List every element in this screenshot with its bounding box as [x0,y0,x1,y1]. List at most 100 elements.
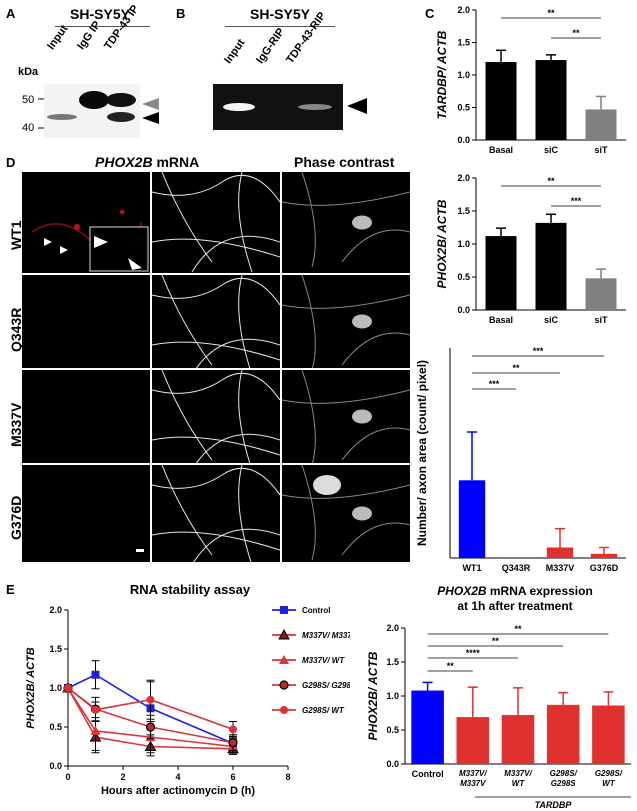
mrna-image-row-3 [22,370,150,463]
y-axis-label: PHOX2B/ ACTB [366,651,380,740]
western-blot-image [38,84,159,138]
phox2b-knockdown-bar-chart: 0.0 0.5 1.0 1.5 2.0 Basal siC siT PHOX2B/ ACTB **… [435,173,626,325]
significance-label: *** [571,196,582,206]
y-tick-label: 0.5 [386,725,399,735]
neurite-trace [196,433,280,463]
red-puncta [74,224,80,230]
legend-marker [280,706,288,714]
y-axis-label: PHOX2B/ ACTB [25,647,37,729]
x-tick-label: M337V/ [459,769,487,778]
neurite [301,465,316,561]
arrowhead-black-icon [142,112,159,124]
cell-cluster [313,475,341,495]
x-tick-label: 0 [65,772,70,782]
x-tick-label: 2 [120,772,125,782]
neurite [282,294,410,309]
arrowhead-gray-icon [142,98,159,110]
marker-40: 40 [22,122,35,134]
rip-gel-image [213,84,367,130]
arrowhead-icon [60,246,68,254]
x-tick-label: M337V/ [504,769,532,778]
kda-label: kDa [18,66,39,78]
neurite-trace [238,465,252,562]
gene-label: TARDBP [535,800,573,810]
neurite-trace [152,277,280,306]
neurite-trace [152,372,280,401]
significance-label: ** [547,176,555,186]
series-line-control [67,673,234,745]
y-tick-label: 1.0 [49,683,62,693]
significance-label: *** [533,346,544,356]
inset-box [89,226,149,272]
x-tick-label: Basal [489,315,513,325]
bar-control [411,690,444,764]
y-tick-label: 1.0 [457,70,470,80]
chart-subtitle: at 1h after treatment [457,599,572,613]
y-tick-label: 2.0 [49,605,62,615]
trace-image-row-1 [152,172,280,273]
x-tick-label: G298S/ [550,769,578,778]
significance-label: ** [512,363,520,373]
x-tick-label: G376D [590,563,619,573]
neurite-trace [191,235,280,273]
phase-contrast-image-row-1 [282,172,410,273]
y-tick-label: 2.0 [457,5,470,15]
mrna-image-row-1 [22,172,150,273]
panel-b-title: SH-SY5Y [250,6,310,22]
data-point-control [91,670,100,679]
x-tick-label: 4 [175,772,180,782]
x-tick-label: WT [602,779,616,788]
neurite-trace [238,275,251,368]
significance-label: **** [466,648,481,658]
x-axis-label: Hours after actinomycin D (h) [101,785,255,797]
bar-g298s-g298s [546,704,580,764]
x-tick-label: M337V [546,563,575,573]
chart-title: RNA stability assay [130,582,251,597]
y-tick-label: 1.5 [49,644,62,654]
neurite [341,229,410,263]
y-tick-label: 2.0 [457,173,470,183]
significance-label: ** [514,624,522,634]
col-header-phase-contrast: Phase contrast [294,154,395,170]
axon-count-bar-chart: WT1 Q343R M337V G376D Number/ axon area (cou… [415,346,626,573]
lane-label-igg-ip: IgG IP [75,19,104,53]
phase-contrast-image-row-2 [282,275,410,368]
trace-image-row-4 [152,465,280,562]
y-tick-label: 0.5 [49,722,62,732]
y-axis-label: TARDBP/ ACTB [435,30,449,119]
y-tick-label: 1.5 [386,657,399,667]
tardbp-bar-chart: 0.0 0.5 1.0 1.5 2.0 Basal siC siT TARDBP/ ACTB **… [435,5,626,155]
neurite-trace [152,436,280,456]
legend-marker [279,680,289,690]
x-tick-label: G298S [551,779,577,788]
col-header-suffix: mRNA [152,154,200,170]
chart-title: PHOX2B mRNA expression [437,584,593,598]
series-line-m337v-m337v [67,687,234,750]
y-tick-label: 1.0 [386,691,399,701]
x-tick-label: WT [512,779,526,788]
lane-label-igg-rip: IgG-RIP [254,26,288,66]
bar-g298s-wt [592,705,625,764]
bar-wt1 [458,480,486,558]
data-point-g298s-wt [91,705,100,714]
panel-e-label: E [6,582,15,597]
significance-label: ** [492,636,500,646]
row-label-m337v: M337V [8,402,24,447]
data-point-g298s-wt [64,684,72,692]
neurite [341,332,410,366]
lane-label-input-b: Input [222,37,248,66]
x-tick-label: siT [594,145,608,155]
y-tick-label: 2.0 [386,623,399,633]
y-tick-label: 0.0 [49,761,62,771]
cell-body [352,506,372,521]
arrowhead-icon [347,98,367,114]
lane-label-input-a: Input [45,23,71,52]
series-line-g298s-wt [67,687,234,731]
x-tick-label: 6 [230,772,235,782]
neurite-trace [161,275,213,366]
y-tick-label: 1.5 [457,38,470,48]
arrowhead-icon [128,258,142,270]
neurite-trace [161,370,213,461]
neurite [341,522,410,556]
x-tick-label: siC [544,315,559,325]
